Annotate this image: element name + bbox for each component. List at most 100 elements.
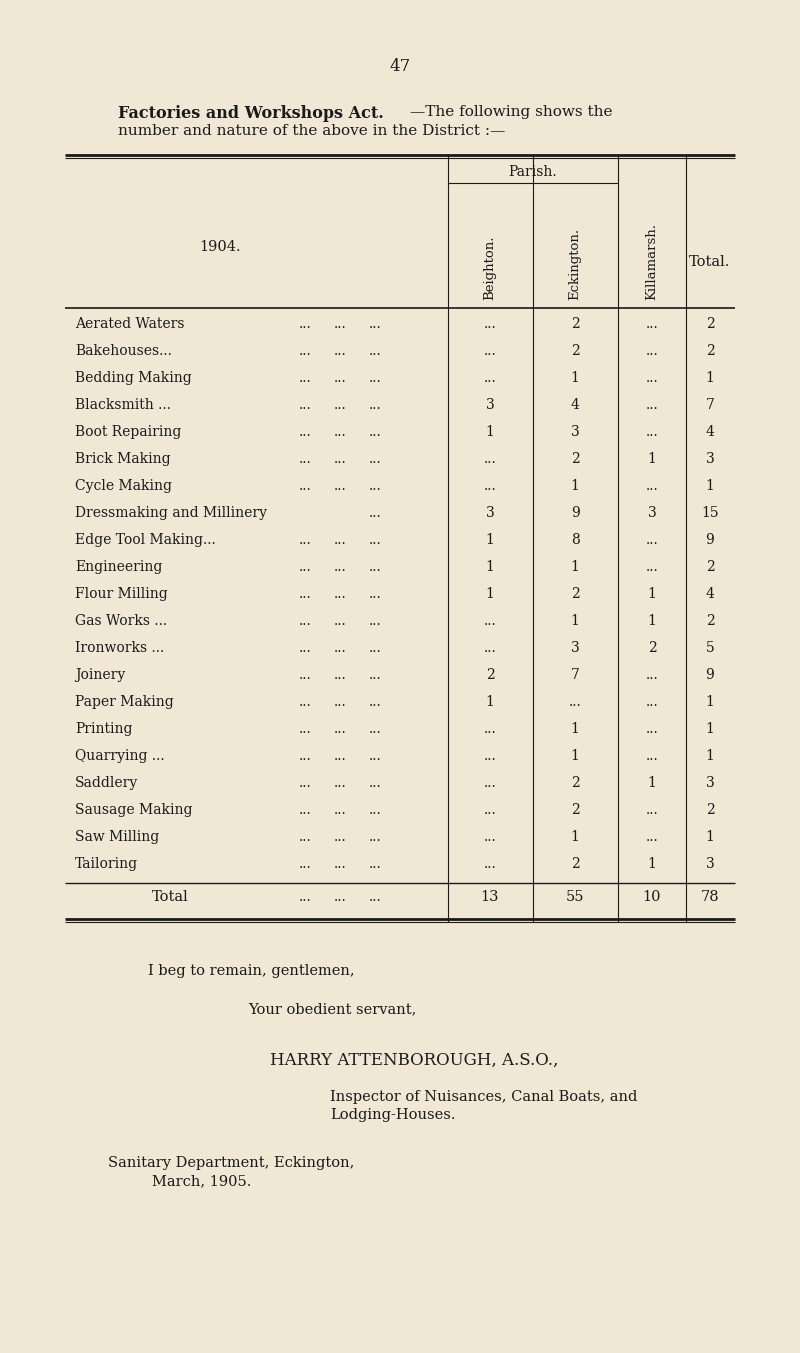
Text: ...: ...: [298, 317, 311, 331]
Text: 2: 2: [706, 344, 714, 359]
Text: Sausage Making: Sausage Making: [75, 802, 193, 817]
Text: Printing: Printing: [75, 723, 133, 736]
Text: 2: 2: [706, 614, 714, 628]
Text: ...: ...: [369, 506, 382, 520]
Text: ...: ...: [334, 317, 346, 331]
Text: 4: 4: [706, 425, 714, 438]
Text: 9: 9: [706, 533, 714, 547]
Text: Saddlery: Saddlery: [75, 777, 138, 790]
Text: ...: ...: [298, 344, 311, 359]
Text: 1: 1: [486, 425, 494, 438]
Text: Lodging-Houses.: Lodging-Houses.: [330, 1108, 455, 1122]
Text: ...: ...: [334, 479, 346, 492]
Text: Parish.: Parish.: [509, 165, 558, 179]
Text: ...: ...: [646, 371, 658, 386]
Text: ...: ...: [298, 452, 311, 465]
Text: 1: 1: [570, 479, 579, 492]
Text: ...: ...: [646, 829, 658, 844]
Text: 1904.: 1904.: [199, 239, 241, 254]
Text: ...: ...: [334, 344, 346, 359]
Text: Killamarsh.: Killamarsh.: [646, 223, 658, 300]
Text: ...: ...: [298, 641, 311, 655]
Text: Gas Works ...: Gas Works ...: [75, 614, 167, 628]
Text: HARRY ATTENBOROUGH, A.S.O.,: HARRY ATTENBOROUGH, A.S.O.,: [270, 1053, 558, 1069]
Text: Aerated Waters: Aerated Waters: [75, 317, 185, 331]
Text: 2: 2: [570, 777, 579, 790]
Text: ...: ...: [298, 802, 311, 817]
Text: Total.: Total.: [690, 254, 730, 269]
Text: ...: ...: [484, 452, 496, 465]
Text: 7: 7: [706, 398, 714, 413]
Text: ...: ...: [369, 452, 382, 465]
Text: ...: ...: [334, 829, 346, 844]
Text: Beighton.: Beighton.: [483, 235, 497, 300]
Text: Engineering: Engineering: [75, 560, 162, 574]
Text: ...: ...: [334, 856, 346, 871]
Text: ...: ...: [369, 641, 382, 655]
Text: 4: 4: [706, 587, 714, 601]
Text: Your obedient servant,: Your obedient servant,: [248, 1003, 416, 1016]
Text: 5: 5: [706, 641, 714, 655]
Text: Bedding Making: Bedding Making: [75, 371, 192, 386]
Text: 2: 2: [570, 802, 579, 817]
Text: ...: ...: [298, 371, 311, 386]
Text: 1: 1: [486, 560, 494, 574]
Text: ...: ...: [369, 723, 382, 736]
Text: 1: 1: [486, 533, 494, 547]
Text: ...: ...: [298, 723, 311, 736]
Text: ...: ...: [484, 750, 496, 763]
Text: ...: ...: [646, 398, 658, 413]
Text: ...: ...: [334, 777, 346, 790]
Text: Total: Total: [152, 890, 188, 904]
Text: ...: ...: [298, 856, 311, 871]
Text: 2: 2: [706, 802, 714, 817]
Text: ...: ...: [484, 856, 496, 871]
Text: ...: ...: [298, 695, 311, 709]
Text: ...: ...: [646, 723, 658, 736]
Text: Ironworks ...: Ironworks ...: [75, 641, 164, 655]
Text: 78: 78: [701, 890, 719, 904]
Text: ...: ...: [646, 425, 658, 438]
Text: ...: ...: [298, 425, 311, 438]
Text: number and nature of the above in the District :—: number and nature of the above in the Di…: [118, 124, 506, 138]
Text: 3: 3: [486, 506, 494, 520]
Text: ...: ...: [369, 344, 382, 359]
Text: 1: 1: [706, 829, 714, 844]
Text: ...: ...: [484, 829, 496, 844]
Text: 2: 2: [570, 317, 579, 331]
Text: ...: ...: [484, 777, 496, 790]
Text: 3: 3: [706, 856, 714, 871]
Text: Blacksmith ...: Blacksmith ...: [75, 398, 171, 413]
Text: 2: 2: [648, 641, 656, 655]
Text: ...: ...: [298, 479, 311, 492]
Text: ...: ...: [484, 723, 496, 736]
Text: ...: ...: [334, 587, 346, 601]
Text: Inspector of Nuisances, Canal Boats, and: Inspector of Nuisances, Canal Boats, and: [330, 1091, 638, 1104]
Text: Cycle Making: Cycle Making: [75, 479, 172, 492]
Text: ...: ...: [646, 533, 658, 547]
Text: ...: ...: [298, 750, 311, 763]
Text: ...: ...: [298, 614, 311, 628]
Text: ...: ...: [569, 695, 582, 709]
Text: ...: ...: [484, 614, 496, 628]
Text: ...: ...: [334, 452, 346, 465]
Text: 2: 2: [570, 452, 579, 465]
Text: ...: ...: [334, 398, 346, 413]
Text: Brick Making: Brick Making: [75, 452, 170, 465]
Text: ...: ...: [334, 750, 346, 763]
Text: 2: 2: [570, 344, 579, 359]
Text: 3: 3: [570, 641, 579, 655]
Text: ...: ...: [369, 750, 382, 763]
Text: ...: ...: [334, 723, 346, 736]
Text: ...: ...: [369, 856, 382, 871]
Text: ...: ...: [484, 317, 496, 331]
Text: ...: ...: [484, 371, 496, 386]
Text: 1: 1: [706, 695, 714, 709]
Text: 1: 1: [486, 695, 494, 709]
Text: ...: ...: [369, 533, 382, 547]
Text: ...: ...: [298, 829, 311, 844]
Text: ...: ...: [334, 533, 346, 547]
Text: 1: 1: [647, 587, 657, 601]
Text: 1: 1: [647, 614, 657, 628]
Text: 47: 47: [390, 58, 410, 74]
